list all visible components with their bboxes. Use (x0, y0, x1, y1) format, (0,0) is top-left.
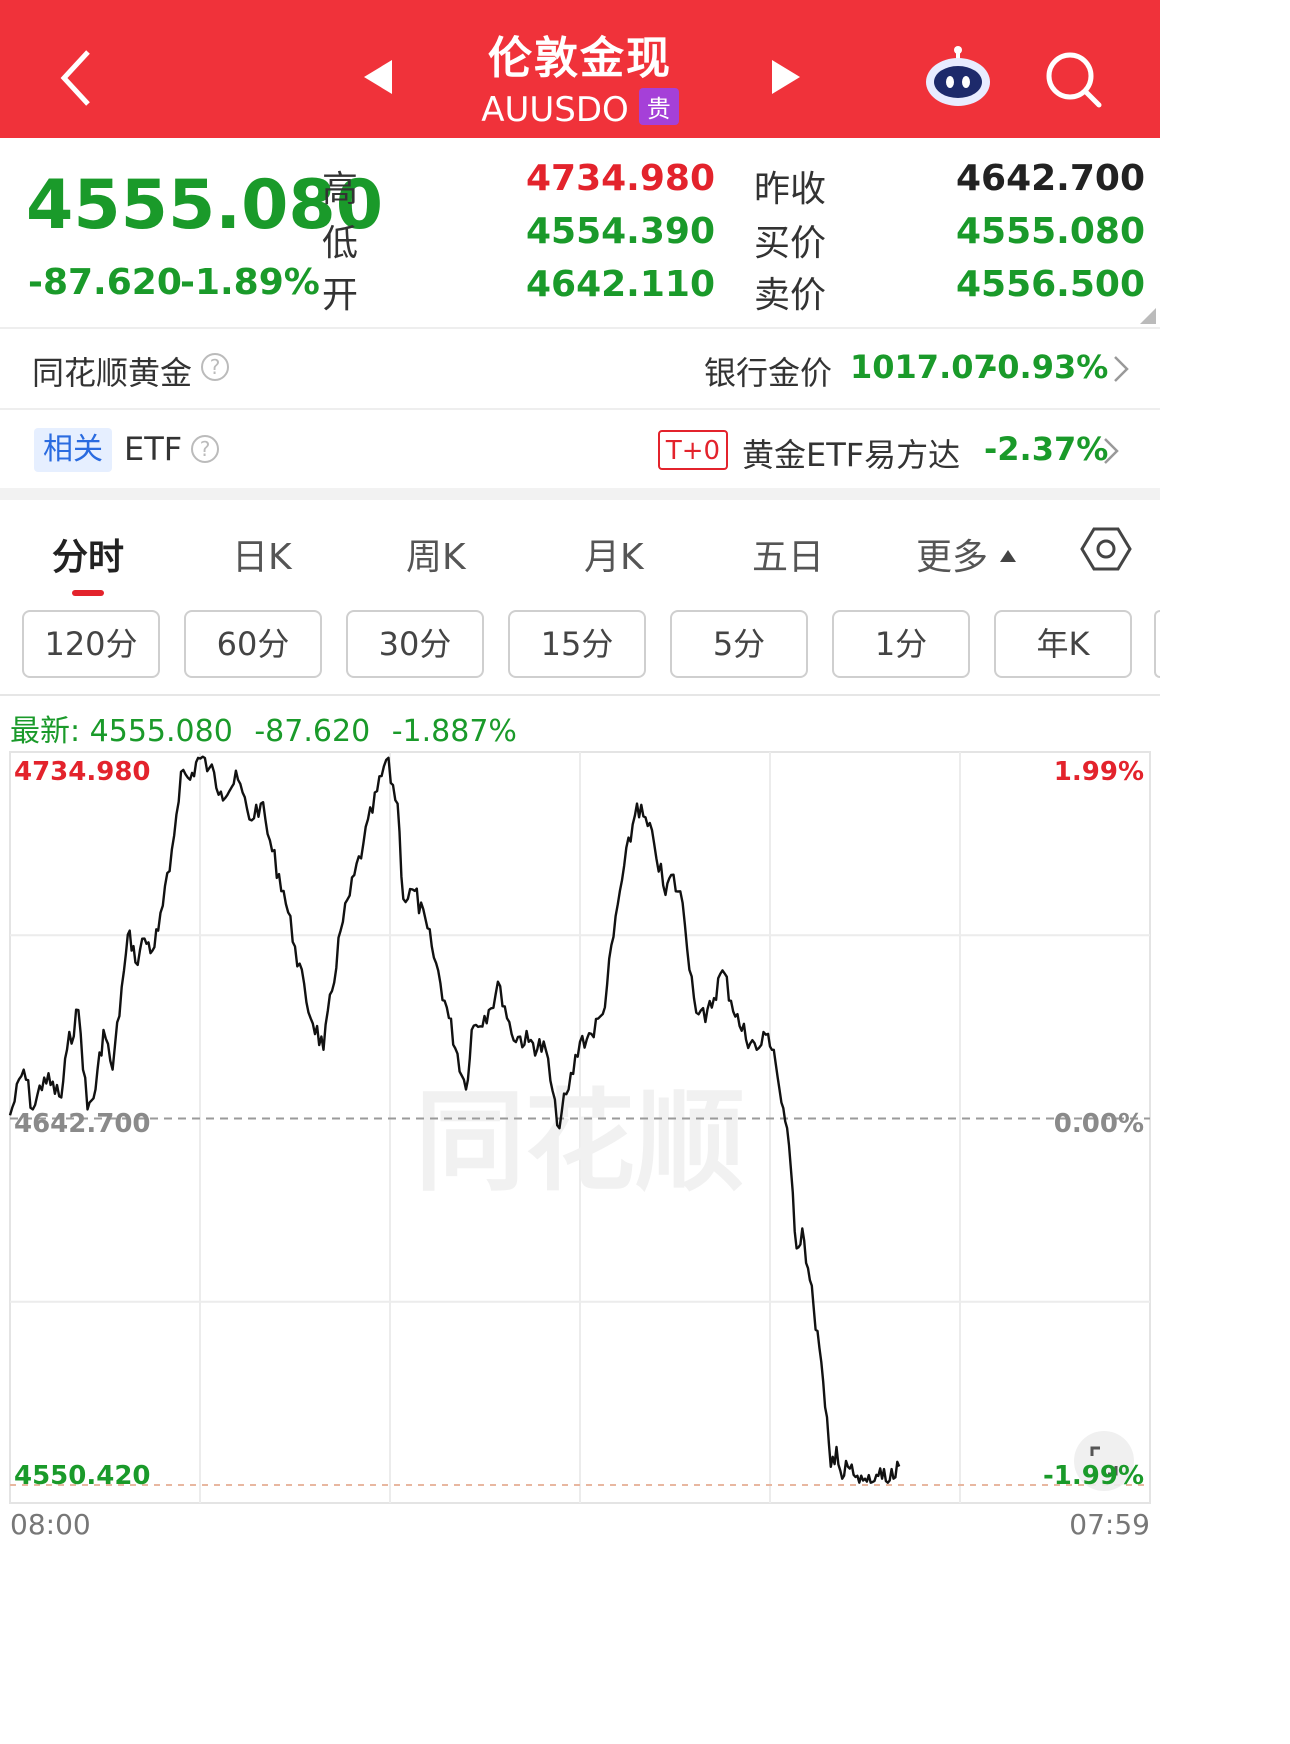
latest-pct: -1.887% (391, 714, 517, 749)
chevron-right-icon (1114, 356, 1129, 382)
price-line (8, 755, 901, 1484)
axis-bottom-price: 4550.420 (14, 1461, 151, 1491)
low-label: 低 (322, 223, 359, 264)
divider (0, 408, 1160, 410)
tab-more-label: 更多 (916, 537, 989, 578)
gold-price-row[interactable]: 同花顺黄金 ? 银行金价 1017.07 -0.93% (0, 330, 1160, 408)
tab-weekly-k[interactable]: 周K (406, 537, 466, 578)
axis-bottom-pct: -1.99% (1043, 1461, 1144, 1491)
prev-symbol-icon[interactable] (362, 58, 394, 96)
gold-row-label: 同花顺黄金 (32, 354, 193, 392)
category-badge: 贵 (638, 88, 679, 125)
last-price: 4555.080 (26, 166, 384, 245)
active-tab-indicator (72, 590, 104, 596)
time-end-label: 07:59 (1069, 1508, 1150, 1541)
help-icon[interactable]: ? (190, 434, 220, 464)
top-bar: 伦敦金现 AUUSDO 贵 (0, 0, 1160, 138)
ask-label: 卖价 (754, 275, 827, 316)
svg-text:?: ? (200, 437, 211, 461)
symbol-code: AUUSDO (481, 90, 629, 130)
tab-more[interactable]: 更多 (916, 528, 1017, 580)
expand-corner-icon[interactable] (1140, 308, 1156, 324)
open-value: 4642.110 (525, 264, 715, 305)
watermark-logo: 同花顺 (415, 1078, 745, 1206)
tab-intraday[interactable]: 分时 (52, 537, 125, 578)
fullscreen-icon (1090, 1446, 1118, 1476)
price-change-pct: -1.89% (180, 262, 320, 303)
chevron-right-icon (1104, 438, 1119, 464)
tab-daily-k[interactable]: 日K (232, 537, 292, 578)
low-value: 4554.390 (525, 211, 715, 252)
divider (0, 327, 1160, 329)
time-start-label: 08:00 (10, 1508, 91, 1541)
robot-assistant-icon[interactable] (924, 44, 992, 108)
intraday-chart[interactable]: 同花顺 4734.980 4642.700 4550.420 1.99% 0.0… (0, 740, 1160, 1510)
latest-change: -87.620 (254, 714, 371, 749)
ask-value: 4556.500 (955, 264, 1145, 305)
prev-close-label: 昨收 (754, 169, 827, 210)
period-yearly-k-button[interactable]: 年K (994, 610, 1132, 678)
etf-row[interactable]: 相关 ETF ? T+0 黄金ETF易方达 -2.37% (0, 410, 1160, 488)
period-30min-button[interactable]: 30分 (346, 610, 484, 678)
t0-tag: T+0 (658, 430, 728, 470)
prev-close-value: 4642.700 (955, 158, 1145, 199)
bid-value: 4555.080 (955, 211, 1145, 252)
bid-label: 买价 (754, 223, 827, 264)
etf-name: 黄金ETF易方达 (742, 436, 961, 474)
latest-label: 最新: (10, 714, 81, 749)
bank-price-value: 1017.07 (850, 348, 996, 386)
help-icon[interactable]: ? (200, 352, 230, 382)
axis-mid-price: 4642.700 (14, 1109, 151, 1139)
back-icon[interactable] (58, 48, 94, 108)
period-button-overflow (1154, 610, 1160, 678)
related-tag: 相关 (34, 428, 112, 472)
price-change: -87.620 (28, 262, 182, 303)
fullscreen-button[interactable] (1074, 1431, 1134, 1491)
caret-up-icon (1000, 550, 1017, 562)
chart-grid (9, 751, 1151, 1504)
axis-top-pct: 1.99% (1054, 757, 1144, 787)
next-symbol-icon[interactable] (770, 58, 802, 96)
high-label: 高 (322, 169, 359, 210)
bank-price-change: -0.93% (984, 348, 1109, 386)
period-60min-button[interactable]: 60分 (184, 610, 322, 678)
bank-price-label: 银行金价 (704, 354, 833, 392)
search-icon[interactable] (1044, 50, 1104, 110)
period-5min-button[interactable]: 5分 (670, 610, 808, 678)
open-label: 开 (322, 275, 359, 316)
symbol-line: AUUSDO 贵 (0, 88, 1160, 130)
latest-price: 4555.080 (89, 714, 233, 749)
etf-label: ETF (124, 430, 183, 468)
svg-text:?: ? (210, 355, 221, 379)
tab-five-day[interactable]: 五日 (752, 537, 825, 578)
axis-mid-pct: 0.00% (1054, 1109, 1144, 1139)
latest-line: 最新: 4555.080 -87.620 -1.887% (10, 706, 517, 750)
high-value: 4734.980 (525, 158, 715, 199)
page-title: 伦敦金现 (488, 33, 672, 84)
tab-monthly-k[interactable]: 月K (584, 537, 644, 578)
section-gap (0, 488, 1160, 500)
etf-change: -2.37% (984, 430, 1109, 468)
period-1min-button[interactable]: 1分 (832, 610, 970, 678)
axis-top-price: 4734.980 (14, 757, 151, 787)
divider (0, 694, 1160, 696)
period-120min-button[interactable]: 120分 (22, 610, 160, 678)
period-15min-button[interactable]: 15分 (508, 610, 646, 678)
settings-icon[interactable] (1080, 526, 1132, 572)
